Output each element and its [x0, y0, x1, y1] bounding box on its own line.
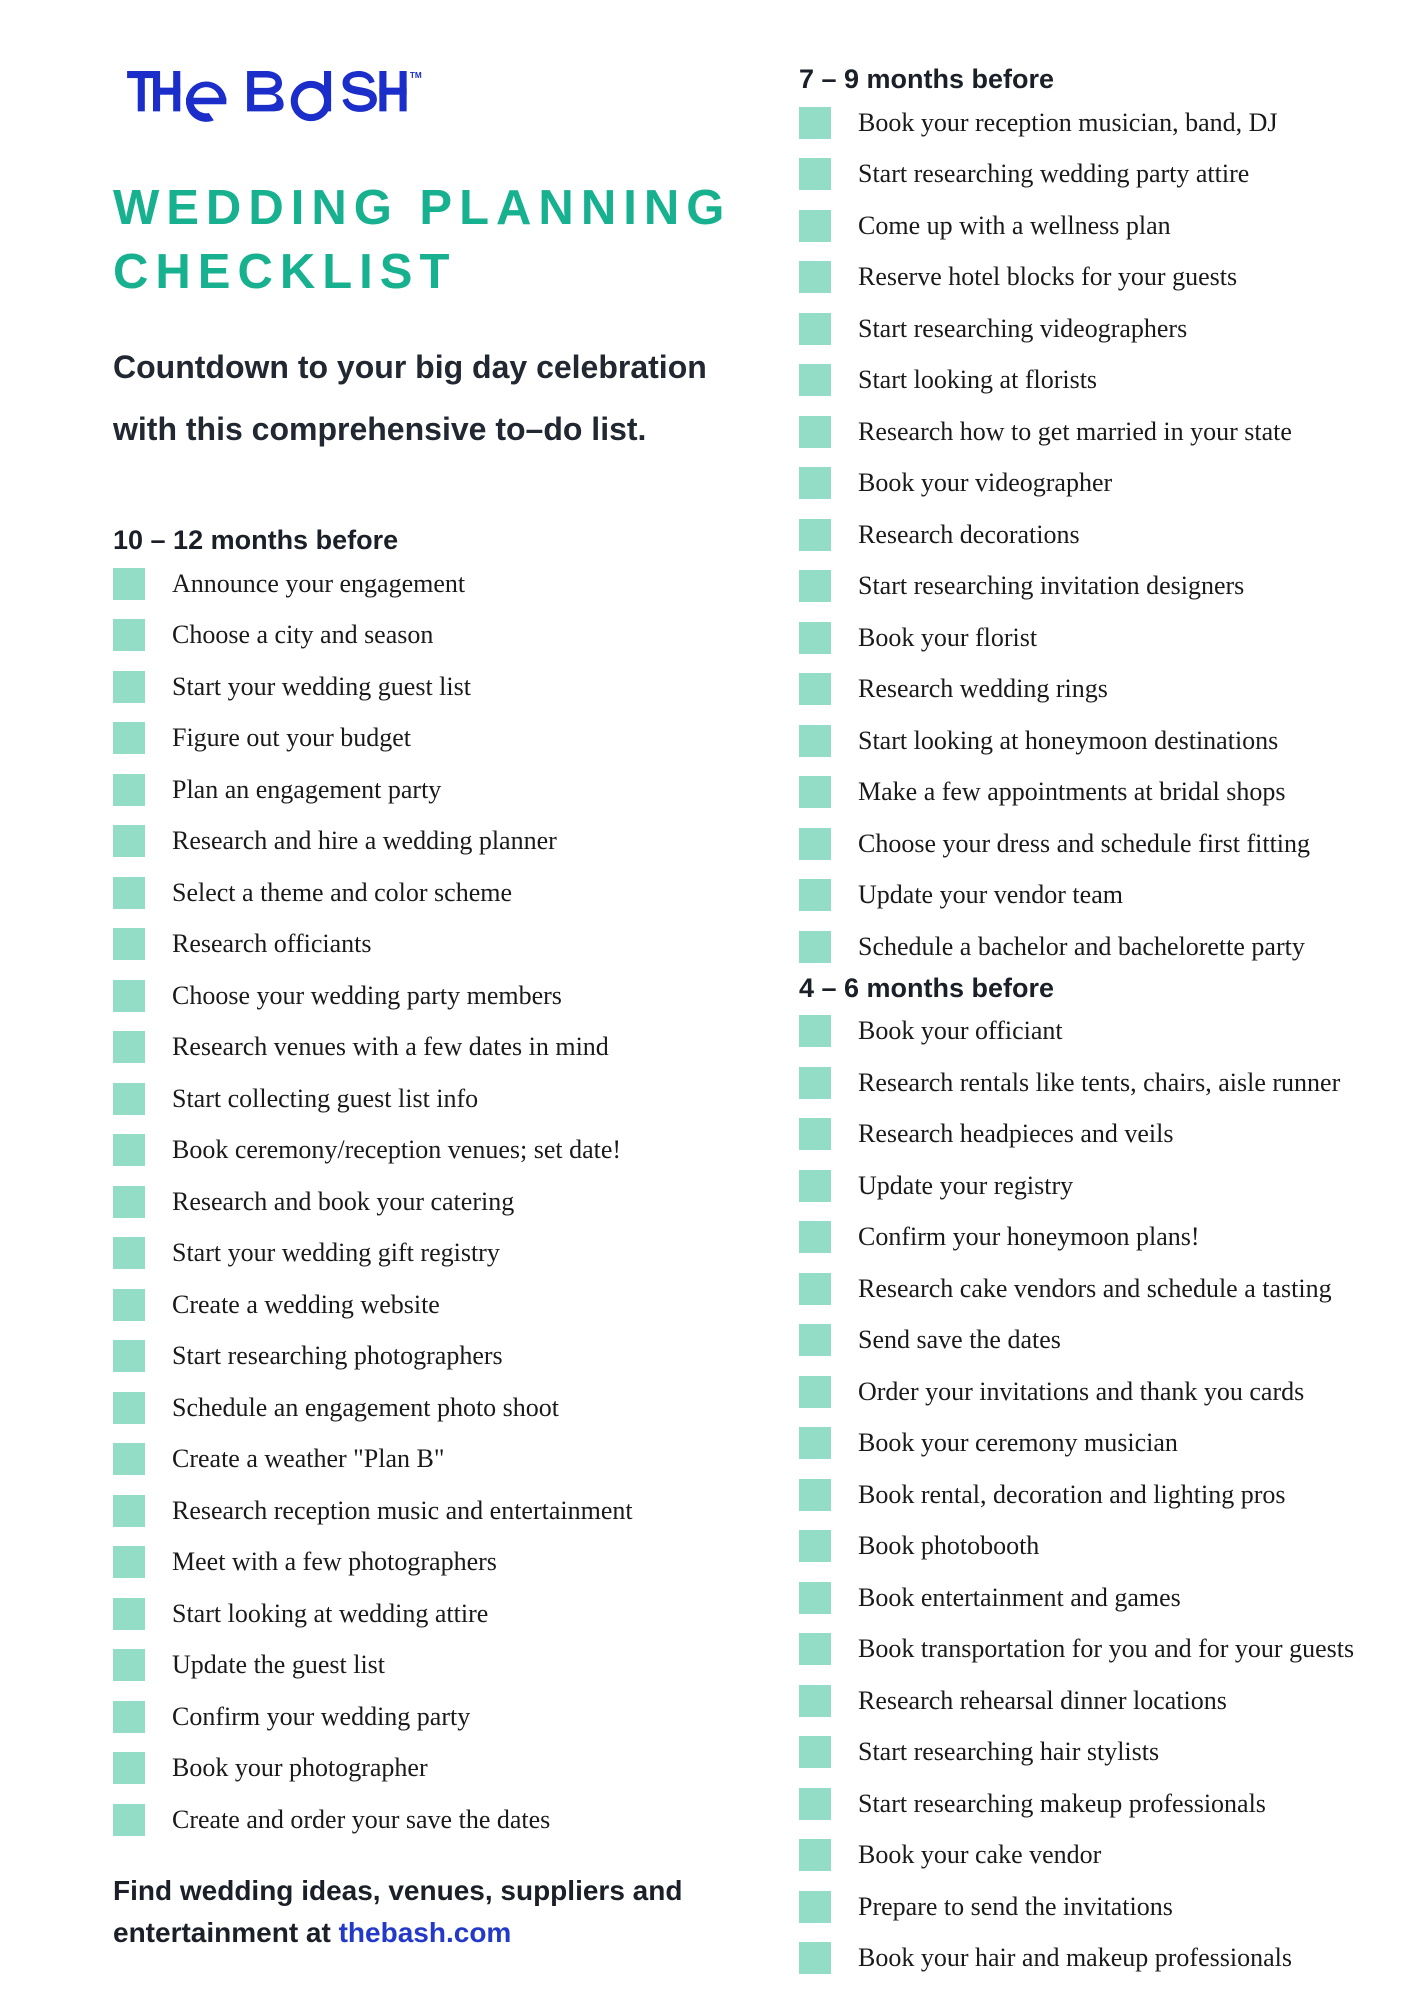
svg-text:TM: TM [410, 71, 422, 80]
